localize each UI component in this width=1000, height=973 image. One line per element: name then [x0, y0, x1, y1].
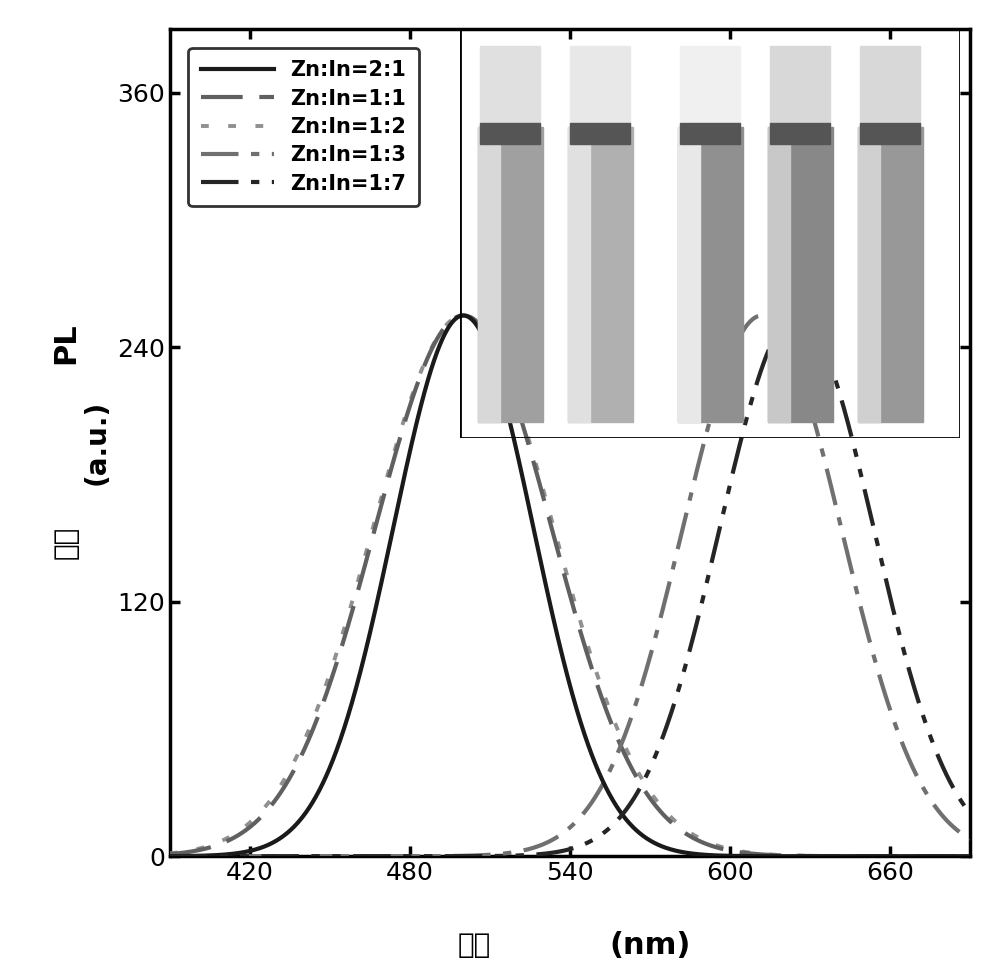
Zn:In=1:1 [502, 374, 514, 385]
Text: (nm): (nm) [609, 930, 691, 959]
Zn:In=2:1 [235, 847, 247, 858]
Bar [860, 46, 920, 127]
Zn:In=2:1 [502, 408, 514, 419]
Zn:In=1:3 [502, 847, 514, 859]
Zn:In=1:3 [235, 850, 247, 862]
Zn:In=1:3 [137, 850, 149, 862]
Zn:In=1:1 [465, 311, 477, 323]
Bar [678, 127, 742, 421]
Zn:In=1:2 [457, 309, 469, 321]
Bar [860, 124, 920, 144]
Bar [858, 127, 922, 421]
Zn:In=2:1 [137, 850, 149, 862]
Zn:In=1:2 [882, 850, 894, 862]
Zn:In=1:1 [457, 309, 469, 321]
Y-axis label: (a.u.): (a.u.) [82, 400, 110, 486]
Bar [480, 46, 540, 127]
Zn:In=1:3 [756, 309, 768, 321]
Zn:In=2:1 [285, 823, 297, 835]
Zn:In=1:2 [235, 824, 247, 836]
Zn:In=1:3 [974, 838, 986, 849]
Zn:In=1:2 [974, 850, 986, 862]
Zn:In=1:1 [882, 850, 894, 862]
Zn:In=2:1 [991, 850, 1000, 862]
Bar [770, 124, 830, 144]
Zn:In=1:1 [235, 828, 247, 840]
Line: Zn:In=2:1: Zn:In=2:1 [143, 315, 997, 856]
Bar [478, 127, 542, 421]
Text: PL: PL [52, 323, 80, 364]
Line: Zn:In=1:3: Zn:In=1:3 [143, 315, 997, 856]
Zn:In=1:1 [137, 849, 149, 861]
Zn:In=1:1 [991, 850, 1000, 862]
Zn:In=1:3 [991, 844, 1000, 855]
Bar [768, 127, 790, 421]
Bar [568, 127, 590, 421]
Text: 波长: 波长 [457, 930, 491, 958]
Bar [570, 124, 630, 144]
Bar [680, 46, 740, 127]
Bar [770, 46, 830, 127]
Zn:In=1:2 [991, 850, 1000, 862]
Line: Zn:In=1:1: Zn:In=1:1 [143, 315, 997, 856]
Line: Zn:In=1:2: Zn:In=1:2 [143, 315, 997, 856]
Zn:In=1:1 [285, 770, 297, 781]
Legend: Zn:In=2:1, Zn:In=1:1, Zn:In=1:2, Zn:In=1:3, Zn:In=1:7: Zn:In=2:1, Zn:In=1:1, Zn:In=1:2, Zn:In=1… [188, 48, 419, 206]
Zn:In=1:3 [882, 699, 894, 710]
Zn:In=2:1 [457, 309, 469, 321]
Zn:In=1:1 [974, 850, 986, 862]
Bar [480, 124, 540, 144]
Zn:In=1:2 [502, 371, 514, 382]
Bar [568, 127, 633, 421]
Zn:In=1:3 [285, 850, 297, 862]
Zn:In=1:7 [991, 832, 1000, 844]
Zn:In=1:7 [285, 850, 297, 862]
Zn:In=1:2 [137, 849, 149, 861]
Text: 强度: 强度 [52, 525, 80, 559]
Zn:In=1:7 [235, 850, 247, 862]
Bar [858, 127, 880, 421]
Zn:In=1:3 [465, 849, 477, 861]
Zn:In=1:7 [974, 819, 986, 831]
Line: Zn:In=1:7: Zn:In=1:7 [143, 315, 997, 856]
Zn:In=1:7 [882, 584, 894, 595]
Bar [478, 127, 500, 421]
Zn:In=1:7 [502, 850, 514, 862]
Zn:In=1:7 [791, 309, 803, 321]
Zn:In=1:2 [465, 311, 477, 323]
Zn:In=2:1 [974, 850, 986, 862]
Zn:In=1:7 [465, 850, 477, 862]
Zn:In=2:1 [882, 850, 894, 862]
Bar [680, 124, 740, 144]
Bar [570, 46, 630, 127]
Zn:In=2:1 [465, 312, 477, 324]
Bar [678, 127, 700, 421]
Zn:In=1:7 [137, 850, 149, 862]
Zn:In=1:2 [285, 761, 297, 773]
Bar [768, 127, 832, 421]
